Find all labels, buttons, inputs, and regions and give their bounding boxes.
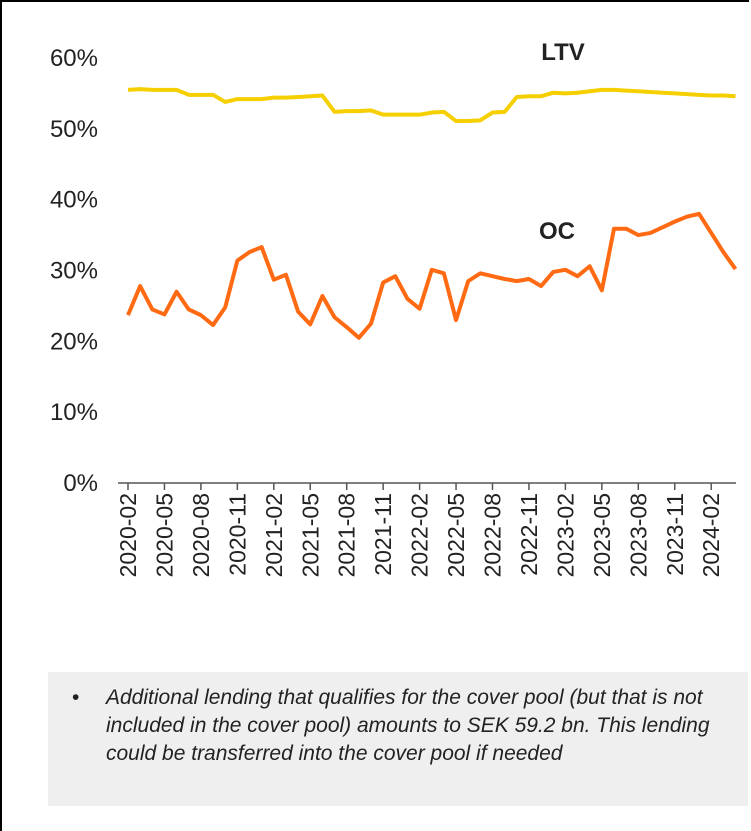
y-tick-label: 30% xyxy=(50,258,98,285)
y-tick-label: 50% xyxy=(50,116,98,143)
x-tick-label: 2021-08 xyxy=(334,493,360,577)
x-tick-label: 2023-11 xyxy=(662,493,688,576)
x-tick-label: 2022-02 xyxy=(407,493,433,577)
x-tick-label: 2021-02 xyxy=(261,493,287,577)
x-tick-label: 2022-08 xyxy=(480,493,506,577)
x-tick-label: 2020-11 xyxy=(224,493,250,576)
x-tick-label: 2020-08 xyxy=(188,493,214,577)
series-label: OC xyxy=(539,218,575,245)
y-tick-label: 10% xyxy=(50,399,98,426)
series-line xyxy=(126,211,738,340)
x-tick-label: 2021-11 xyxy=(370,493,396,576)
x-tick-label: 2022-11 xyxy=(516,493,542,576)
x-tick-label: 2020-05 xyxy=(151,493,177,577)
y-tick-label: 60% xyxy=(50,45,98,72)
y-tick-label: 20% xyxy=(50,328,98,355)
chart: 0% 10% 20% 30% 40% 50% 60% 2020-02 2020-05 2020-0… xyxy=(50,39,738,577)
x-tick-label: 2020-02 xyxy=(115,493,141,577)
y-tick-label: 40% xyxy=(50,187,98,214)
y-tick-label: 0% xyxy=(63,470,98,497)
x-tick-label: 2023-05 xyxy=(589,493,615,577)
x-tick-label: 2024-02 xyxy=(698,493,724,577)
footnote: Additional lending that qualifies for th… xyxy=(48,672,748,806)
series-label: LTV xyxy=(541,39,585,66)
x-tick-label: 2023-08 xyxy=(625,493,651,577)
x-tick-label: 2022-05 xyxy=(443,493,469,577)
series-line xyxy=(127,87,736,124)
x-tick-label: 2023-02 xyxy=(552,493,578,577)
x-tick-label: 2021-05 xyxy=(297,493,323,577)
